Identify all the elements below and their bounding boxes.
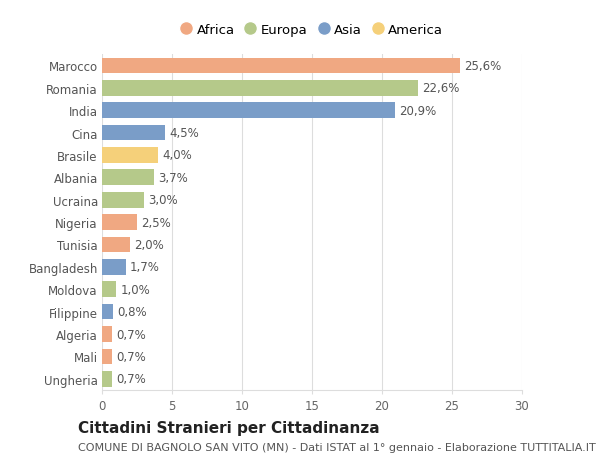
Bar bbox=[102, 282, 116, 297]
Bar bbox=[102, 148, 158, 163]
Legend: Africa, Europa, Asia, America: Africa, Europa, Asia, America bbox=[178, 22, 446, 39]
Text: 0,7%: 0,7% bbox=[116, 350, 146, 363]
Bar bbox=[102, 237, 130, 253]
Text: 3,7%: 3,7% bbox=[158, 172, 188, 185]
Text: 1,0%: 1,0% bbox=[120, 283, 150, 296]
Bar bbox=[102, 259, 126, 275]
Bar bbox=[102, 103, 395, 119]
Bar bbox=[102, 192, 144, 208]
Text: 2,5%: 2,5% bbox=[141, 216, 171, 229]
Text: 0,8%: 0,8% bbox=[118, 306, 147, 319]
Bar bbox=[102, 304, 113, 320]
Bar bbox=[102, 215, 137, 230]
Bar bbox=[102, 349, 112, 364]
Bar bbox=[102, 81, 418, 96]
Text: 0,7%: 0,7% bbox=[116, 373, 146, 386]
Text: 20,9%: 20,9% bbox=[399, 105, 436, 118]
Bar bbox=[102, 170, 154, 186]
Bar bbox=[102, 326, 112, 342]
Text: Cittadini Stranieri per Cittadinanza: Cittadini Stranieri per Cittadinanza bbox=[78, 420, 380, 435]
Bar bbox=[102, 125, 165, 141]
Text: 2,0%: 2,0% bbox=[134, 239, 164, 252]
Text: 4,0%: 4,0% bbox=[162, 149, 192, 162]
Text: 0,7%: 0,7% bbox=[116, 328, 146, 341]
Text: 3,0%: 3,0% bbox=[148, 194, 178, 207]
Bar bbox=[102, 58, 460, 74]
Text: 25,6%: 25,6% bbox=[464, 60, 502, 73]
Text: 22,6%: 22,6% bbox=[422, 82, 460, 95]
Text: COMUNE DI BAGNOLO SAN VITO (MN) - Dati ISTAT al 1° gennaio - Elaborazione TUTTIT: COMUNE DI BAGNOLO SAN VITO (MN) - Dati I… bbox=[78, 442, 596, 452]
Text: 1,7%: 1,7% bbox=[130, 261, 160, 274]
Bar bbox=[102, 371, 112, 387]
Text: 4,5%: 4,5% bbox=[169, 127, 199, 140]
